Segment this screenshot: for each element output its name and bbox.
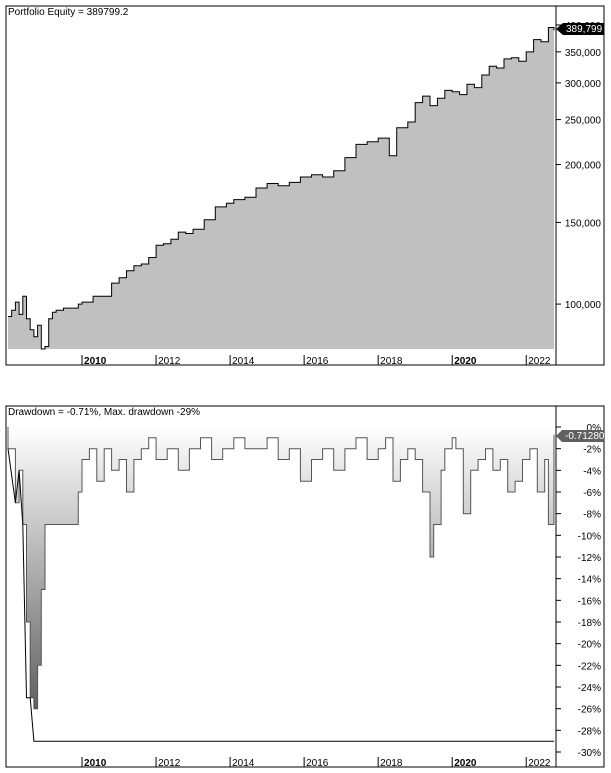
x-tick-label: 2016 [306,758,329,769]
x-tick-label: 2020 [454,758,477,769]
x-tick-label: 2022 [528,758,551,769]
y-tick-label: -22% [578,661,601,672]
y-tick-label: -8% [583,510,601,521]
drawdown-x-axis: 2010 2012 2014 2016 2018 2020 2022 [81,757,551,769]
x-tick-label: 2010 [84,758,107,769]
x-tick-label: 2012 [158,758,181,769]
y-tick-label: -28% [578,726,601,737]
x-tick-label: 2018 [380,356,403,367]
equity-last-value-marker: 389,799 [556,23,604,35]
x-tick-label: 2020 [454,356,477,367]
drawdown-y-axis: 0% -2% -4% -6% -8% -10% -12% -14% -16% -18% -20% -2… [556,423,601,759]
equity-area [8,27,554,349]
y-tick-label: -12% [578,553,601,564]
equity-panel: Portfolio Equity = 389799.2 400,000350,0… [5,5,605,367]
equity-last-value-label: 389,799 [566,24,603,35]
x-tick-label: 2022 [528,356,551,367]
max-drawdown-line [7,448,554,742]
drawdown-last-value-label: -0.71280 [565,431,605,442]
y-tick-label: -14% [578,575,601,586]
y-tick-label: -2% [583,445,601,456]
y-tick-label: 250,000 [565,116,602,127]
y-tick-label: -4% [583,466,601,477]
y-tick-label: 150,000 [565,218,602,229]
y-tick-label: -6% [583,488,601,499]
equity-line [8,27,555,350]
y-tick-label: 100,000 [565,300,602,311]
equity-x-axis: 2010 2012 2014 2016 2018 2020 2022 [81,355,551,367]
y-tick-label: -24% [578,683,601,694]
x-tick-label: 2014 [232,356,255,367]
y-tick-label: -20% [578,640,601,651]
y-tick-label: -18% [578,618,601,629]
drawdown-last-value-marker: -0.71280 [556,430,605,442]
drawdown-title: Drawdown = -0.71%, Max. drawdown -29% [8,407,200,418]
x-tick-label: 2012 [158,356,181,367]
y-tick-label: 350,000 [565,48,602,59]
y-tick-label: -30% [578,748,601,759]
y-tick-label: 0% [587,423,602,434]
y-tick-label: 200,000 [565,161,602,172]
y-tick-label: -10% [578,531,601,542]
y-tick-label: 300,000 [565,79,602,90]
y-tick-label: -16% [578,596,601,607]
drawdown-marks [7,427,555,742]
drawdown-panel: Drawdown = -0.71%, Max. drawdown -29% 0%… [5,405,605,769]
x-tick-label: 2010 [84,356,107,367]
x-tick-label: 2016 [306,356,329,367]
drawdown-line [7,427,555,710]
equity-title: Portfolio Equity = 389799.2 [8,7,129,18]
y-tick-label: -26% [578,705,601,716]
x-tick-label: 2014 [232,758,255,769]
equity-marks [8,27,555,350]
drawdown-area [8,427,554,709]
x-tick-label: 2018 [380,758,403,769]
